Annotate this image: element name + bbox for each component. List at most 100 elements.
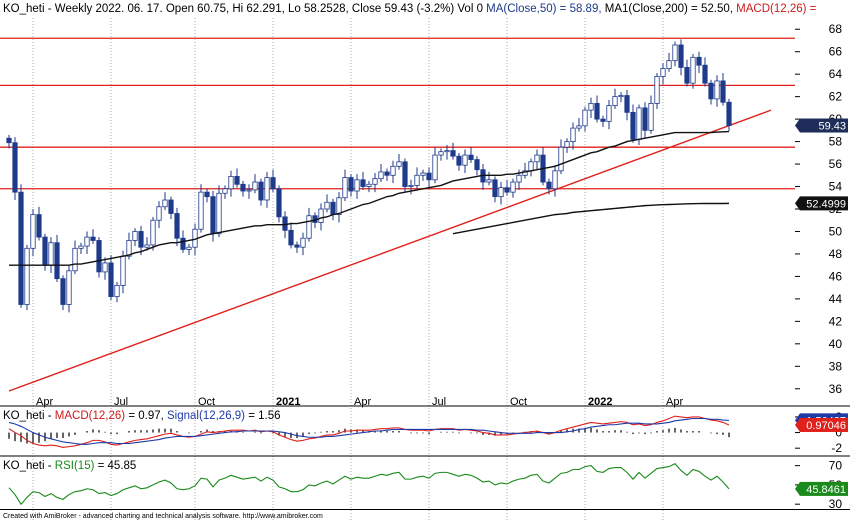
candle-up	[144, 244, 150, 248]
candle-up	[132, 231, 138, 241]
candle-up	[156, 206, 162, 221]
candle-down	[294, 244, 300, 248]
candle-up	[366, 183, 372, 187]
candle-up	[582, 109, 588, 127]
candle-up	[660, 68, 666, 77]
candle-up	[78, 245, 84, 249]
y-tick-label: 36	[829, 382, 843, 396]
candle-up	[342, 177, 348, 199]
candle-up	[306, 215, 312, 239]
candle-down	[402, 161, 408, 187]
candle-up	[564, 141, 570, 148]
candle-down	[624, 95, 630, 113]
candle-up	[120, 255, 126, 286]
x-tick-label: Jul	[114, 396, 128, 408]
signal-line	[8, 417, 730, 445]
y-tick-label: 62	[829, 90, 843, 104]
rsi-y-tick-label: 70	[829, 459, 843, 473]
candle-up	[570, 127, 576, 142]
candle-down	[360, 179, 366, 187]
candle-up	[432, 154, 438, 181]
candle-up	[150, 219, 156, 246]
x-tick-label: Oct	[198, 396, 215, 408]
candle-down	[720, 80, 726, 103]
candle-down	[12, 142, 18, 193]
macd-line	[8, 415, 730, 448]
y-tick-label: 68	[829, 22, 843, 36]
candle-down	[726, 101, 732, 126]
candle-up	[606, 105, 612, 122]
candle-down	[474, 159, 480, 171]
last-close-badge: 59.43	[818, 121, 846, 133]
ma200-badge: 52.4999	[806, 198, 846, 210]
macd-badge-bg	[800, 417, 848, 432]
x-tick-label: Apr	[354, 396, 371, 408]
y-tick-label: 54	[829, 180, 843, 194]
last-close-badge-bg	[800, 118, 848, 133]
candle-up	[354, 179, 360, 192]
candle-up	[24, 247, 30, 305]
candle-down	[54, 242, 60, 280]
candle-up	[48, 242, 54, 266]
candle-down	[18, 191, 24, 305]
candle-down	[468, 154, 474, 160]
candle-up	[264, 177, 270, 201]
candle-up	[126, 240, 132, 257]
y-tick-label: 50	[829, 224, 843, 238]
candle-up	[66, 270, 72, 305]
candle-down	[456, 155, 462, 166]
candle-down	[450, 150, 456, 157]
macd-y-tick-label: 0	[835, 426, 842, 440]
candle-up	[714, 80, 720, 100]
footer-text: Created with AmiBroker - advanced charti…	[3, 513, 323, 520]
candle-down	[504, 187, 510, 193]
candle-up	[636, 107, 642, 140]
x-tick-label: Apr	[36, 396, 53, 408]
y-tick-label: 38	[829, 359, 843, 373]
macd-header: KO_heti - MACD(12,26) = 0.97, Signal(12,…	[3, 410, 281, 422]
candle-up	[396, 161, 402, 167]
candle-down	[174, 213, 180, 239]
x-tick-label: Oct	[510, 396, 527, 408]
candle-down	[180, 237, 186, 250]
macd-badge-pointer	[795, 417, 800, 432]
candle-up	[378, 171, 384, 180]
candle-up	[552, 170, 558, 190]
y-tick-label: 58	[829, 135, 843, 149]
y-tick-label: 46	[829, 269, 843, 283]
candle-up	[408, 185, 414, 187]
candle-down	[258, 181, 264, 201]
y-tick-label: 64	[829, 67, 843, 81]
ma200-line	[452, 202, 730, 235]
candle-down	[708, 82, 714, 100]
candle-up	[222, 188, 228, 194]
candle-down	[210, 196, 216, 235]
candle-up	[216, 192, 222, 235]
candle-down	[60, 278, 66, 305]
candle-down	[384, 171, 390, 176]
candle-up	[462, 154, 468, 166]
candle-down	[348, 177, 354, 192]
candle-up	[486, 179, 492, 183]
candle-up	[162, 199, 168, 208]
trendline	[8, 109, 772, 392]
candle-up	[72, 247, 78, 272]
candle-down	[288, 229, 294, 246]
macd-badge: 0.97046	[806, 420, 846, 432]
rsi-badge-bg	[800, 481, 848, 496]
macd-pane: 20-21.564870.97046	[8, 410, 848, 455]
candle-up	[300, 237, 306, 248]
candle-up	[336, 197, 342, 216]
candle-up	[246, 189, 252, 192]
candle-up	[444, 150, 450, 153]
rsi-badge: 45.8461	[806, 484, 846, 496]
candle-up	[576, 125, 582, 129]
rsi-header: KO_heti - RSI(15) = 45.85	[3, 460, 136, 472]
candle-up	[558, 146, 564, 172]
candle-down	[426, 172, 432, 181]
candle-down	[684, 67, 690, 84]
candle-up	[324, 201, 330, 210]
ma50-line	[9, 130, 730, 266]
